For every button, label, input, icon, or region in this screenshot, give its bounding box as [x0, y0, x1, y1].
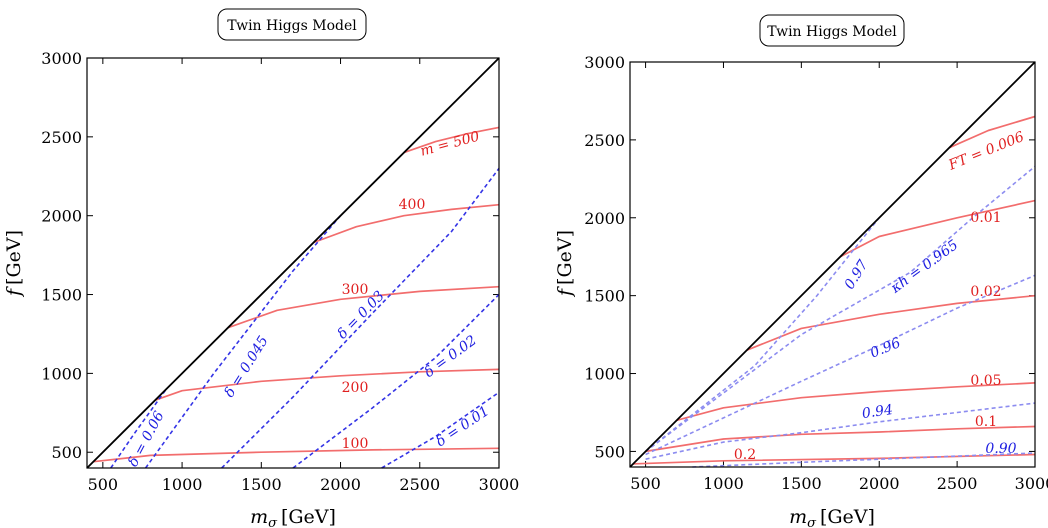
left-title: Twin Higgs Model: [227, 18, 357, 34]
label-kh-0965: κh = 0.965: [887, 237, 961, 297]
label-delta-0045: δ = 0.045: [222, 333, 272, 400]
label-300: 300: [342, 282, 369, 298]
left-x-tick-label-2500: 2500: [399, 475, 440, 494]
label-400: 400: [399, 197, 426, 213]
right-series-0-1: [646, 427, 1035, 452]
label-ft-005: 0.05: [970, 373, 1001, 389]
label-ft-01: 0.1: [975, 414, 997, 430]
right-y-axis-label: f[GeV]: [554, 230, 576, 298]
right-x-tick-label-1000: 1000: [703, 474, 744, 493]
left-x-tick-label-1000: 1000: [162, 475, 203, 494]
right-y-tick-label-2000: 2000: [584, 209, 625, 228]
right-series-0-94: [646, 403, 1035, 459]
label-kh-097: 0.97: [842, 257, 872, 292]
right-curve-labels: FT = 0.006 0.01 0.02 0.05 0.1 0.2 κh = 0…: [734, 129, 1027, 463]
left-x-tick-label-500: 500: [88, 475, 119, 494]
right-diagonal-boundary: [630, 62, 1035, 467]
label-kh-090: 0.90: [985, 441, 1016, 457]
left-series-200: [155, 369, 499, 400]
left-x-tick-label-3000: 3000: [479, 475, 520, 494]
label-ft-002: 0.02: [970, 284, 1001, 300]
label-100: 100: [342, 436, 369, 452]
left-x-tick-label-2000: 2000: [320, 475, 361, 494]
right-y-tick-label-500: 500: [594, 442, 625, 461]
left-curves: [87, 58, 499, 468]
right-title: Twin Higgs Model: [767, 24, 897, 40]
left-y-axis-label: f[GeV]: [3, 230, 25, 298]
left-y-tick-label-1000: 1000: [41, 364, 82, 383]
label-ft-001: 0.01: [970, 210, 1001, 226]
left-y-tick-label-2500: 2500: [41, 128, 82, 147]
left-panel: Twin Higgs Model 500 1000 1500 2000 2500 3000…: [3, 9, 519, 528]
right-y-tick-label-1000: 1000: [584, 365, 625, 384]
label-delta-006: δ = 0.06: [125, 409, 167, 470]
right-panel: Twin Higgs Model 500 1000 1500 2000 2500 3000…: [554, 15, 1048, 528]
label-m-500: m = 500: [419, 129, 482, 160]
left-diagonal-boundary: [87, 58, 499, 468]
left-y-tick-label-500: 500: [51, 443, 82, 462]
left-x-tick-label-1500: 1500: [241, 475, 282, 494]
right-curves: [630, 62, 1035, 467]
label-kh-096: 0.96: [868, 335, 903, 362]
left-series-0-02: [293, 295, 499, 469]
label-kh-094: 0.94: [861, 402, 894, 422]
right-x-tick-label-2000: 2000: [859, 474, 900, 493]
left-curve-labels: m = 500 400 300 200 100 δ = 0.06 δ = 0.0…: [125, 129, 492, 470]
right-y-tick-label-3000: 3000: [584, 53, 625, 72]
left-x-axis-label: mσ [GeV]: [250, 506, 336, 528]
left-series-0-045: [146, 216, 341, 468]
right-x-tick-label-2500: 2500: [937, 474, 978, 493]
label-200: 200: [342, 380, 369, 396]
right-y-tick-label-2500: 2500: [584, 131, 625, 150]
right-x-tick-label-500: 500: [630, 474, 661, 493]
right-y-tick-label-1500: 1500: [584, 287, 625, 306]
left-y-tick-label-1500: 1500: [41, 286, 82, 305]
left-y-tick-label-3000: 3000: [41, 49, 82, 68]
label-ft-0006: FT = 0.006: [946, 129, 1027, 174]
left-y-tick-label-2000: 2000: [41, 207, 82, 226]
label-ft-02: 0.2: [734, 447, 756, 463]
right-x-axis-label: mσ [GeV]: [789, 506, 875, 528]
label-delta-001: δ = 0.01: [433, 403, 492, 450]
right-x-tick-label-3000: 3000: [1015, 474, 1048, 493]
right-x-tick-label-1500: 1500: [781, 474, 822, 493]
label-delta-002: δ = 0.02: [422, 333, 480, 381]
